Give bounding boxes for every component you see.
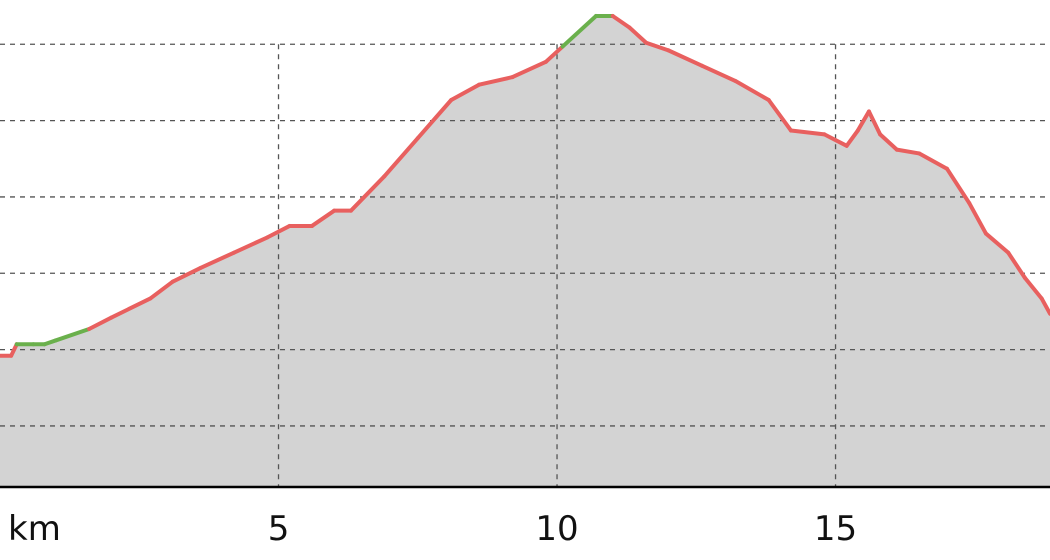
elevation-line-segment — [198, 250, 236, 270]
elevation-line-segment — [644, 40, 671, 53]
x-tick-label: 10 — [535, 509, 578, 549]
elevation-line-segment — [348, 174, 387, 213]
elevation-line-segment — [415, 97, 454, 141]
elevation-line-segment — [788, 128, 827, 137]
elevation-line-segment — [148, 279, 175, 301]
elevation-line-segment — [666, 48, 704, 68]
elevation-line-segment — [699, 63, 738, 83]
x-tick-label: 15 — [814, 509, 857, 549]
elevation-line-segment — [844, 128, 860, 148]
elevation-line-segment — [265, 223, 292, 240]
elevation-line-segment — [894, 147, 922, 156]
elevation-line-segment — [1006, 250, 1027, 280]
elevation-line-segment — [1039, 296, 1050, 316]
elevation-line-segment — [822, 132, 849, 148]
elevation-line-segments — [0, 14, 1050, 358]
x-tick-label: 5 — [268, 509, 290, 549]
elevation-line-segment — [477, 75, 515, 87]
elevation-line-segment — [560, 14, 599, 49]
elevation-line-segment — [510, 59, 548, 80]
elevation-line-segment — [610, 14, 632, 30]
x-axis-unit-label: km — [8, 509, 61, 549]
elevation-line-segment — [866, 109, 883, 137]
elevation-line-segment — [309, 208, 337, 228]
elevation-line-segment — [766, 97, 793, 133]
elevation-line-segment — [87, 315, 114, 331]
elevation-line-segment — [382, 136, 420, 179]
elevation-line-segment — [543, 44, 565, 64]
elevation-line-segment — [449, 82, 482, 102]
gridlines — [0, 43, 1050, 487]
elevation-line-segment — [1022, 275, 1044, 301]
elevation-line-segment — [855, 109, 871, 133]
elevation-area — [0, 16, 1050, 487]
elevation-line-segment — [231, 235, 270, 255]
elevation-line-segment — [944, 166, 972, 206]
elevation-line-segment — [983, 231, 1011, 255]
elevation-line-segment — [917, 151, 949, 171]
elevation-line-segment — [109, 296, 153, 320]
elevation-line-segment — [170, 265, 203, 284]
elevation-line-segment — [9, 342, 19, 358]
elevation-line-segment — [53, 326, 92, 343]
x-axis-ticks: 5 10 15 — [268, 509, 857, 549]
elevation-line-segment — [878, 132, 899, 152]
elevation-line-segment — [967, 201, 988, 236]
elevation-line-segment — [733, 78, 771, 102]
elevation-line-segment — [627, 25, 649, 45]
